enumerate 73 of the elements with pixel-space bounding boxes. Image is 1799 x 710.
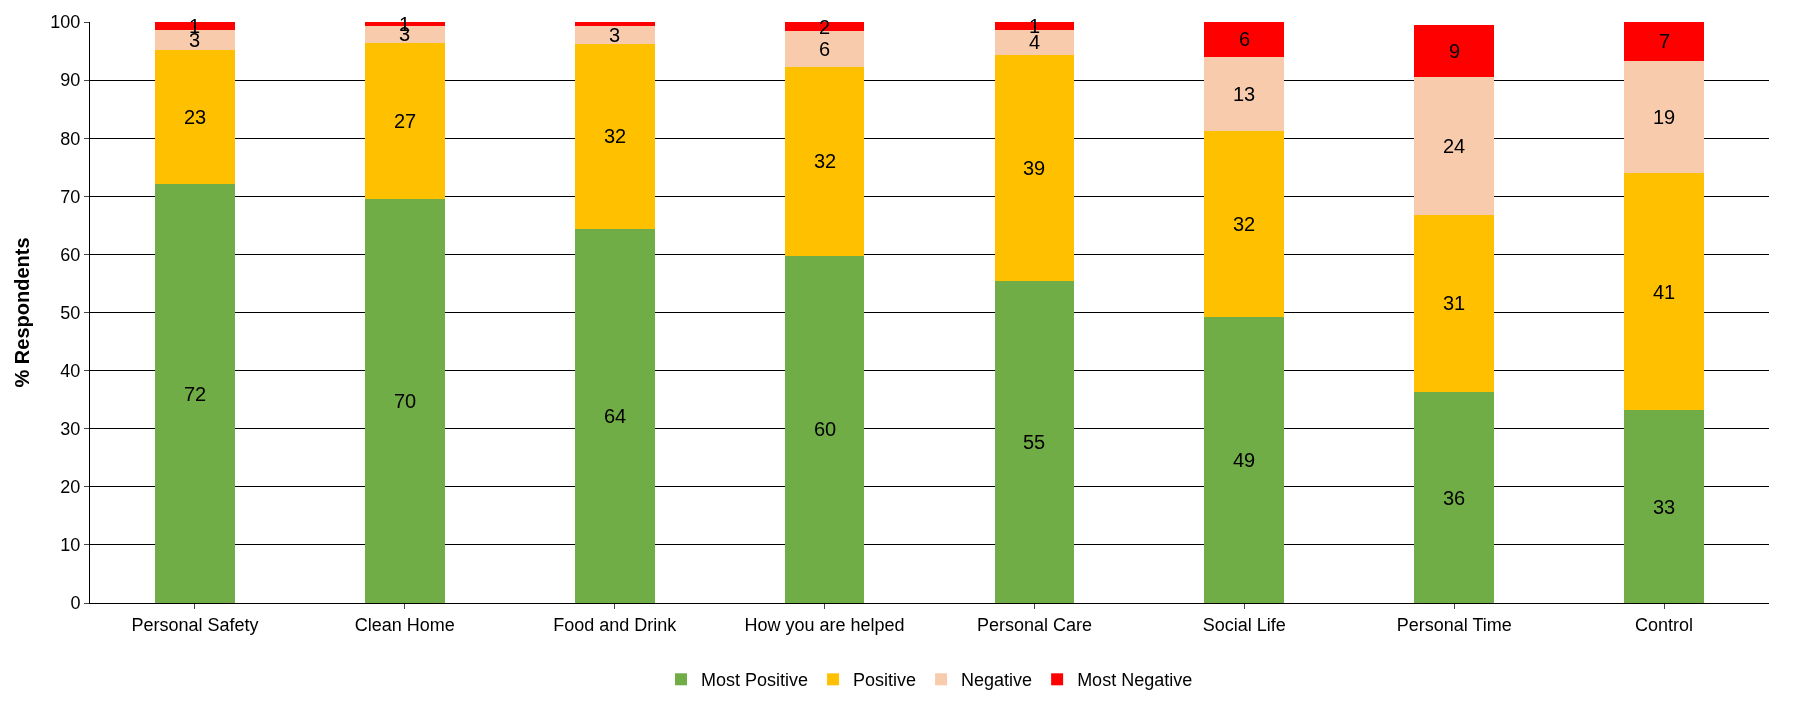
bar <box>364 42 445 200</box>
bar <box>784 67 865 256</box>
legend-label: Most Positive <box>701 670 809 691</box>
y-tick-label: 40 <box>60 360 81 381</box>
bar <box>574 43 655 230</box>
data-label: 41 <box>1653 281 1676 303</box>
bar <box>784 255 865 603</box>
data-label: 27 <box>394 110 417 132</box>
bar <box>1624 60 1704 174</box>
data-label: 32 <box>604 125 627 147</box>
y-tick-label: 90 <box>60 70 81 91</box>
data-label: 31 <box>1443 292 1466 314</box>
y-tick-label: 100 <box>50 12 81 33</box>
data-label: 60 <box>814 418 837 440</box>
x-tick-label: Personal Care <box>976 614 1092 635</box>
x-tick-label: Clean Home <box>354 614 455 635</box>
bar <box>994 55 1075 282</box>
data-label: 33 <box>1653 496 1676 518</box>
x-tick-label: Food and Drink <box>553 614 678 635</box>
bar <box>1624 173 1704 411</box>
y-tick-label: 10 <box>60 535 81 556</box>
data-label: 13 <box>1233 83 1256 105</box>
y-tick-label: 30 <box>60 419 81 439</box>
bar <box>574 22 655 27</box>
x-tick-label: How you are helped <box>744 614 905 635</box>
bar <box>1204 56 1285 132</box>
bar <box>1414 392 1495 603</box>
y-tick-label: 50 <box>60 302 81 323</box>
x-tick-label: Personal Safety <box>131 614 259 635</box>
data-label: 55 <box>1023 431 1046 453</box>
y-tick-label: 20 <box>60 477 81 498</box>
bar <box>574 26 655 44</box>
data-label: 36 <box>1443 487 1466 509</box>
y-tick-label: 60 <box>60 244 81 265</box>
y-tick-label: 70 <box>60 186 81 207</box>
y-tick-label: 0 <box>70 593 81 614</box>
data-label: 24 <box>1443 135 1466 157</box>
bar <box>155 49 235 185</box>
bar <box>994 281 1075 603</box>
legend-label: Negative <box>961 670 1033 691</box>
data-label: 6 <box>819 38 831 60</box>
data-label: 70 <box>394 390 417 412</box>
data-label: 9 <box>1449 40 1461 62</box>
bar <box>1414 76 1495 215</box>
bar <box>1414 214 1495 393</box>
data-label: 32 <box>814 150 837 172</box>
data-label: 32 <box>1233 213 1256 235</box>
x-tick-label: Personal Time <box>1396 614 1512 635</box>
y-tick-label: 80 <box>60 128 81 149</box>
bar <box>574 229 655 603</box>
legend-label: Most Negative <box>1077 670 1193 691</box>
data-label: 64 <box>604 405 627 427</box>
legend-label: Positive <box>853 670 917 691</box>
y-axis-title: % Respondents <box>10 237 33 388</box>
data-label: 72 <box>184 383 207 405</box>
data-label: 7 <box>1659 30 1671 52</box>
bar <box>155 184 235 603</box>
bar <box>1624 410 1704 603</box>
data-label: 23 <box>184 106 207 128</box>
data-label: 6 <box>1239 28 1251 50</box>
bar <box>1204 316 1285 603</box>
data-label: 3 <box>609 24 621 46</box>
bar <box>364 199 445 603</box>
data-label: 39 <box>1023 157 1046 179</box>
data-label: 19 <box>1653 106 1676 128</box>
bar <box>1624 22 1704 61</box>
bar <box>1204 131 1285 317</box>
bar <box>1204 22 1285 57</box>
x-tick-label: Social Life <box>1202 614 1286 635</box>
bar <box>1414 24 1495 77</box>
x-tick-label: Control <box>1635 614 1694 635</box>
bar <box>784 22 865 32</box>
data-label: 49 <box>1233 449 1256 471</box>
